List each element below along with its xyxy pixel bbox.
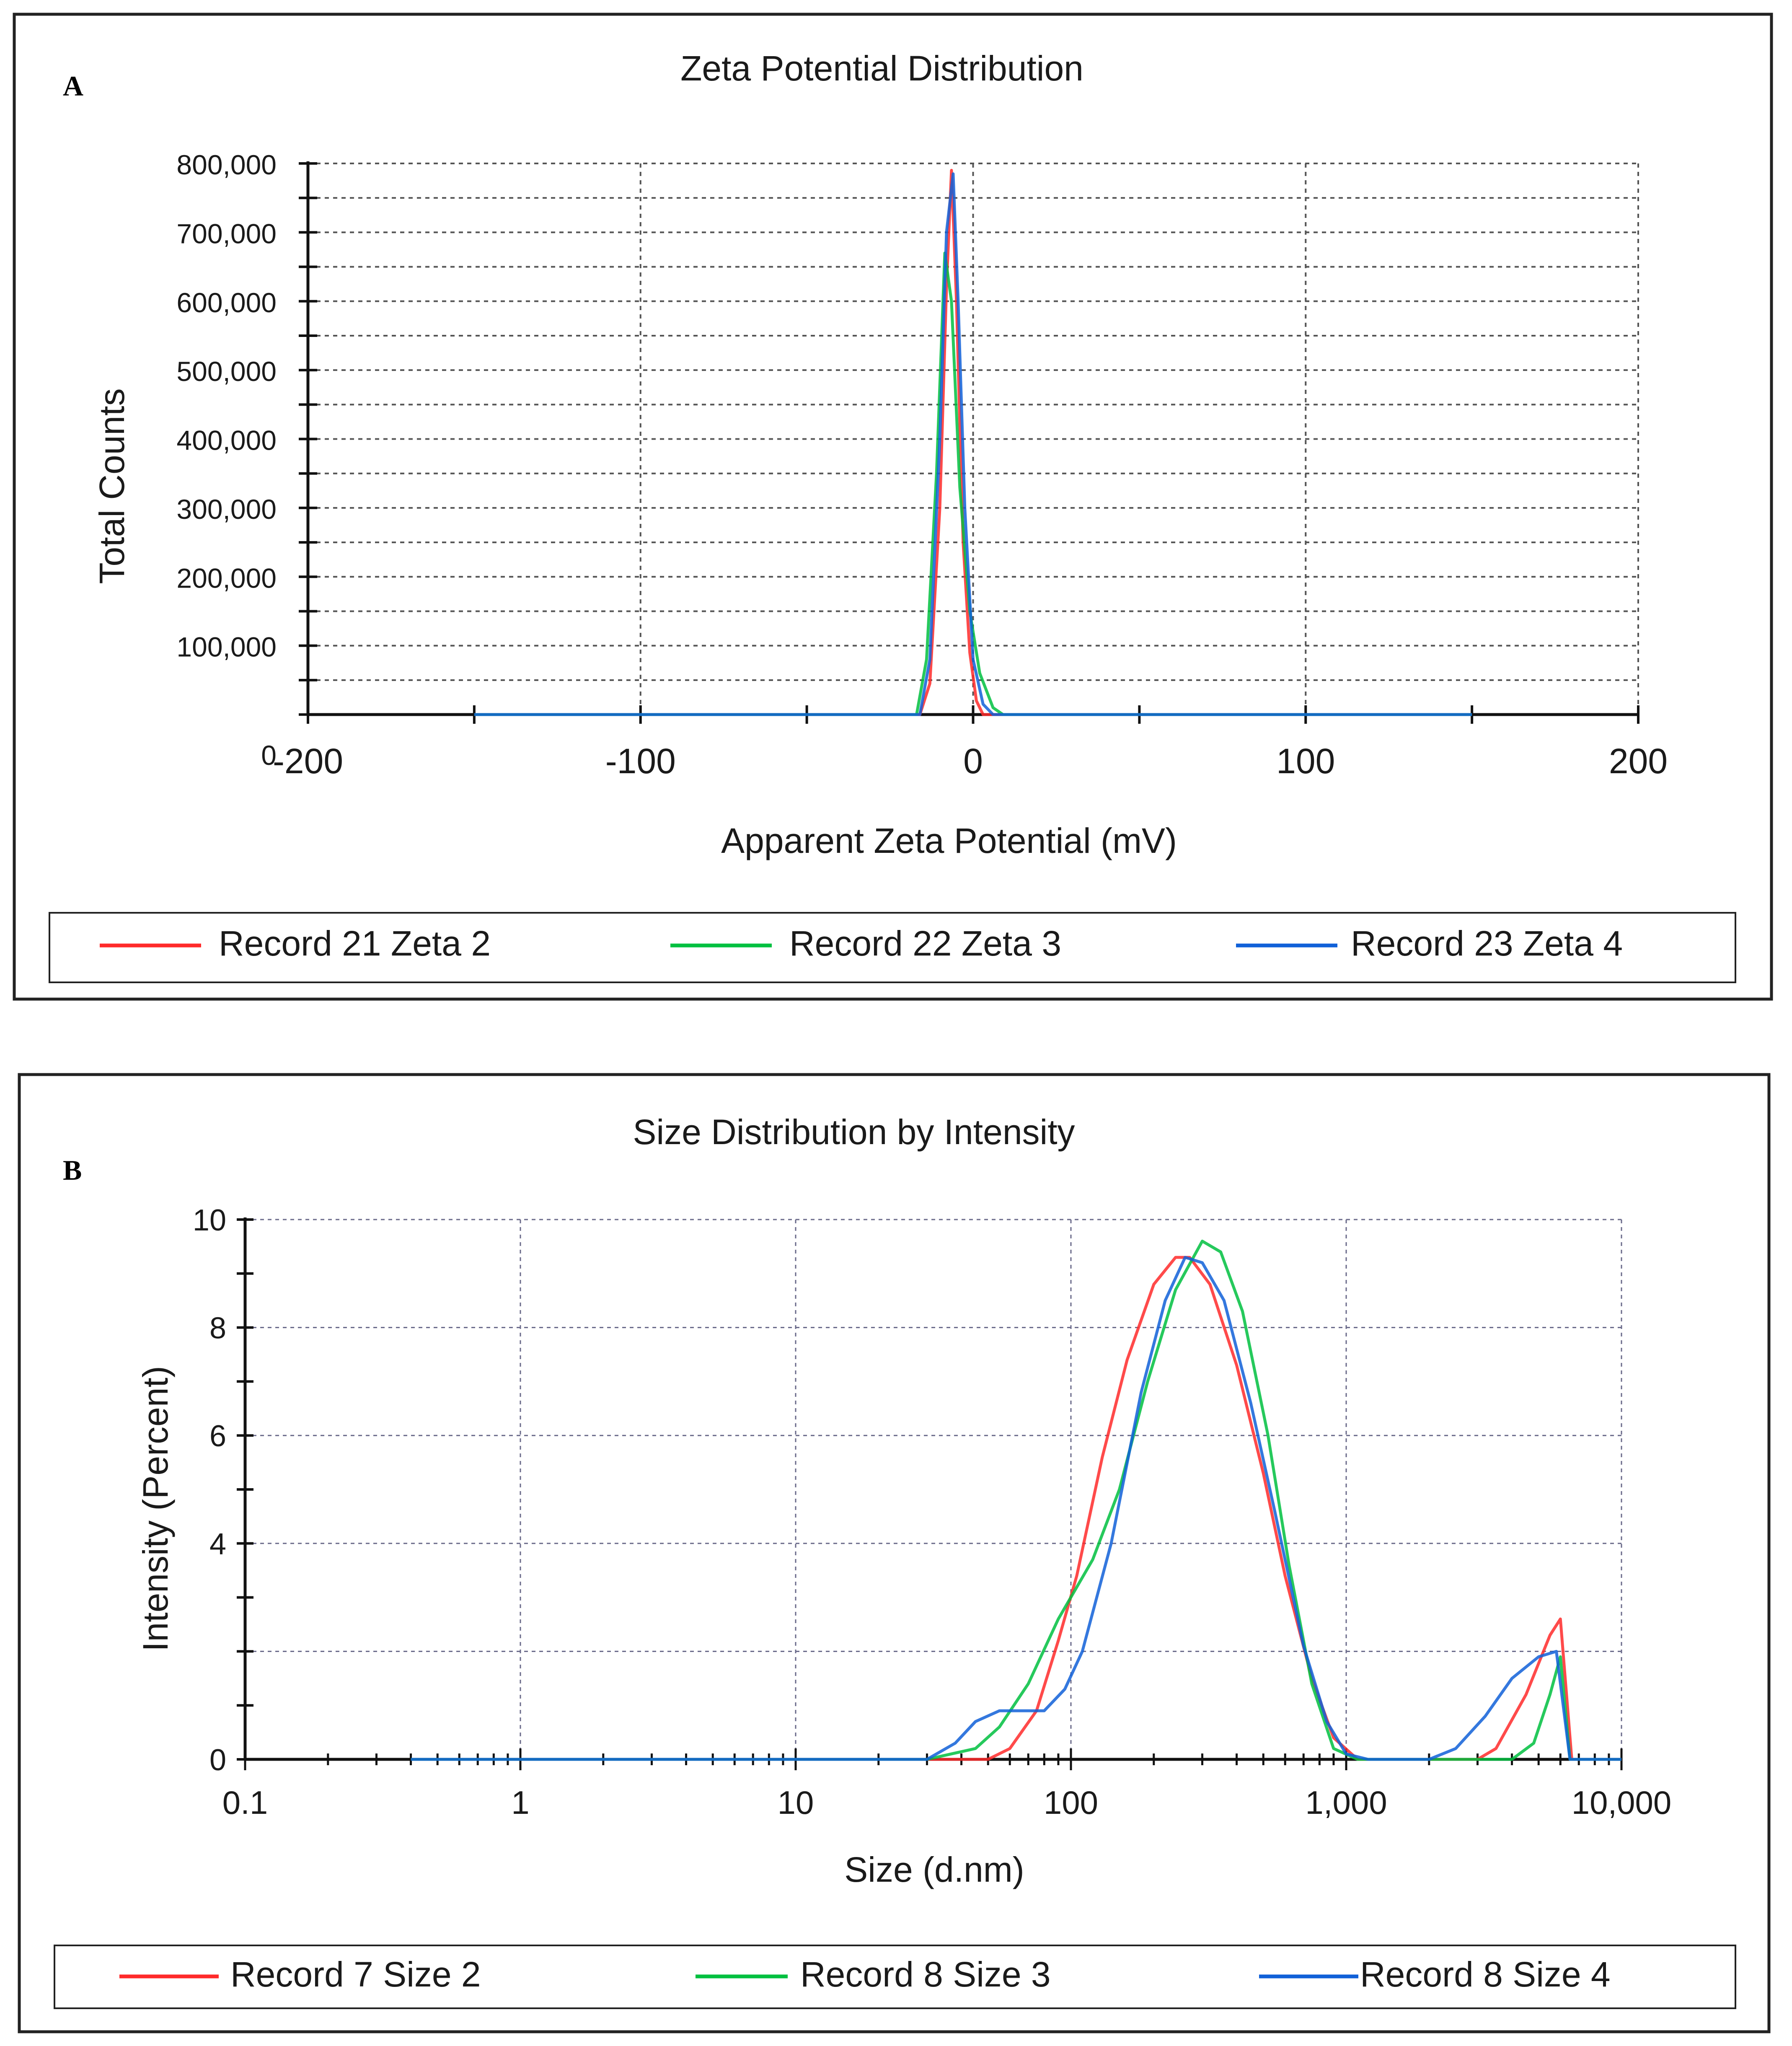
panel-b-frame xyxy=(18,1073,1771,2033)
x-tick-label-1-000: 1,000 xyxy=(1305,1784,1387,1821)
x-tick-label-100: 100 xyxy=(1044,1784,1098,1821)
y-tick-label-4: 4 xyxy=(209,1528,226,1561)
panel-b-series xyxy=(411,1240,1621,1761)
panel-b-y-tick-labels: 0 4 6 8 10 xyxy=(193,1204,226,1777)
panel-a-y-tick-labels: 0 100,000 200,000 300,000 400,000 500,000 600,… xyxy=(176,149,277,771)
y-tick-label-400-000: 400,000 xyxy=(176,425,277,456)
y-tick-label-500-000: 500,000 xyxy=(176,356,277,387)
panel-b: B Size Distribution by Intensity 046810 … xyxy=(18,1073,1771,2033)
panel-a-legend: Record 21 Zeta 2 Record 22 Zeta 3 Record… xyxy=(49,912,1736,983)
x-tick-label-100: -100 xyxy=(605,741,676,781)
series-line-record-8-size-4 xyxy=(411,1256,1621,1761)
legend-label-record-23: Record 23 Zeta 4 xyxy=(1351,924,1623,963)
x-tick-label-1: 1 xyxy=(511,1784,529,1821)
y-tick-label-300-000: 300,000 xyxy=(176,494,277,525)
x-tick-label-200: -200 xyxy=(273,741,343,781)
panel-b-letter: B xyxy=(63,1154,82,1186)
panel-b-legend: Record 7 Size 2 Record 8 Size 3 Record 8… xyxy=(54,1945,1736,2009)
panel-a-legend-box xyxy=(49,912,1736,983)
panel-b-y-axis-label: Intensity (Percent) xyxy=(136,1366,175,1652)
x-tick-label-200: 200 xyxy=(1609,741,1668,781)
series-line-record-21-zeta-2 xyxy=(474,168,1472,716)
panel-a: A Zeta Potential Distribution 0 100,000 20… xyxy=(13,13,1773,1001)
x-tick-label-10-000: 10,000 xyxy=(1572,1784,1672,1821)
x-tick-label-0: 0 xyxy=(963,741,983,781)
x-tick-label-10: 10 xyxy=(778,1784,814,1821)
panel-b-legend-box xyxy=(54,1945,1736,2009)
panel-b-x-axis-label: Size (d.nm) xyxy=(844,1850,1024,1889)
panel-a-title: Zeta Potential Distribution xyxy=(680,49,1083,88)
y-tick-label-600-000: 600,000 xyxy=(176,287,277,318)
panel-b-grid xyxy=(245,1219,1622,1759)
panel-a-y-axis-label: Total Counts xyxy=(92,388,132,584)
y-tick-label-0: 0 xyxy=(261,740,277,771)
panel-a-series xyxy=(474,168,1472,716)
legend-label-record-8-size-3: Record 8 Size 3 xyxy=(800,1955,1051,1994)
panel-b-title: Size Distribution by Intensity xyxy=(633,1112,1075,1152)
y-tick-label-100-000: 100,000 xyxy=(176,632,277,663)
panel-a-letter: A xyxy=(63,70,83,102)
y-tick-label-200-000: 200,000 xyxy=(176,562,277,593)
x-tick-label-0-1: 0.1 xyxy=(222,1784,268,1821)
series-line-record-22-zeta-3 xyxy=(474,251,1472,716)
y-tick-label-800-000: 800,000 xyxy=(176,149,277,180)
panel-a-x-axis-label: Apparent Zeta Potential (mV) xyxy=(721,821,1177,860)
y-tick-label-10: 10 xyxy=(193,1204,226,1237)
y-tick-label-6: 6 xyxy=(209,1419,226,1453)
y-tick-label-8: 8 xyxy=(209,1312,226,1345)
legend-label-record-7: Record 7 Size 2 xyxy=(230,1955,481,1994)
series-line-record-8-size-3 xyxy=(411,1240,1621,1761)
legend-label-record-8-size-4: Record 8 Size 4 xyxy=(1360,1955,1611,1994)
y-tick-label-0: 0 xyxy=(209,1743,226,1777)
panel-a-x-tick-labels: -200 -100 0 100 200 xyxy=(273,741,1668,781)
panel-b-x-tick-labels: 0.1 1 10 100 1,000 10,000 xyxy=(222,1784,1672,1821)
series-line-record-7-size-2 xyxy=(411,1256,1621,1761)
series-line-record-23-zeta-4 xyxy=(474,172,1472,716)
y-tick-label-700-000: 700,000 xyxy=(176,218,277,249)
legend-label-record-21: Record 21 Zeta 2 xyxy=(219,924,491,963)
x-tick-label-100: 100 xyxy=(1276,741,1335,781)
legend-label-record-22: Record 22 Zeta 3 xyxy=(789,924,1061,963)
